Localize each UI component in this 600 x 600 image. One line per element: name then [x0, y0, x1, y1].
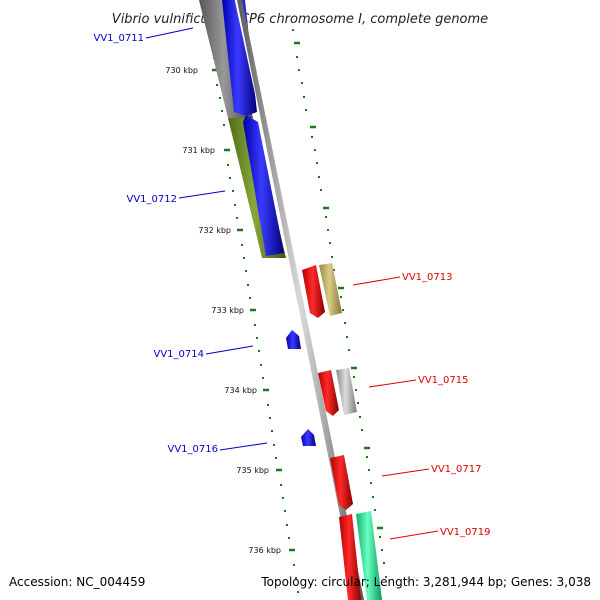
accession-text: Accession: NC_004459 [9, 575, 145, 589]
kbp-label: 734 kbp [224, 386, 257, 395]
gene-label-vv1-0717[interactable]: VV1_0717 [431, 464, 482, 475]
kbp-label: 732 kbp [198, 226, 231, 235]
gene-block-vv1-0715 [336, 368, 357, 415]
gene-block-vv1-0719 [356, 511, 382, 600]
gene-label-vv1-0714[interactable]: VV1_0714 [154, 349, 205, 360]
gene-labels: VV1_0711 VV1_0712 VV1_0713 VV1_0714 VV1_… [94, 33, 491, 538]
gene-arrow-vv1-0715[interactable] [318, 370, 339, 416]
leader-lines [145, 27, 439, 540]
kbp-label: 736 kbp [248, 546, 281, 555]
gene-label-vv1-0711[interactable]: VV1_0711 [94, 33, 145, 44]
kbp-label: 735 kbp [236, 466, 269, 475]
chromosome-backbone [237, 0, 364, 600]
gene-block-vv1-0713 [319, 263, 342, 316]
kbp-label: 730 kbp [165, 66, 198, 75]
left-tick-track [208, 31, 299, 593]
gene-label-vv1-0716[interactable]: VV1_0716 [168, 444, 219, 455]
gene-arrow-vv1-0712[interactable] [243, 115, 284, 256]
kbp-label: 731 kbp [182, 146, 215, 155]
kbp-label: 733 kbp [211, 306, 244, 315]
gene-label-vv1-0713[interactable]: VV1_0713 [402, 272, 453, 283]
gene-arrow-vv1-0717[interactable] [330, 455, 353, 510]
gene-label-vv1-0715[interactable]: VV1_0715 [418, 375, 469, 386]
gene-arrow-vv1-0713[interactable] [302, 265, 325, 318]
right-strand-features [302, 263, 382, 600]
gene-label-vv1-0719[interactable]: VV1_0719 [440, 527, 491, 538]
gene-arrow-vv1-0716[interactable] [301, 429, 316, 446]
gene-arrow-vv1-0714[interactable] [286, 330, 301, 349]
genome-summary-text: Topology: circular; Length: 3,281,944 bp… [260, 575, 591, 589]
gene-arrow-vv1-0719[interactable] [339, 514, 361, 600]
gene-label-vv1-0712[interactable]: VV1_0712 [127, 194, 178, 205]
gene-arrow-vv1-0711[interactable] [222, 0, 257, 116]
kbp-scale: 730 kbp 731 kbp 732 kbp 733 kbp 734 kbp … [165, 66, 281, 555]
map-title: Vibrio vulnificus CMCP6 chromosome I, co… [112, 12, 488, 27]
